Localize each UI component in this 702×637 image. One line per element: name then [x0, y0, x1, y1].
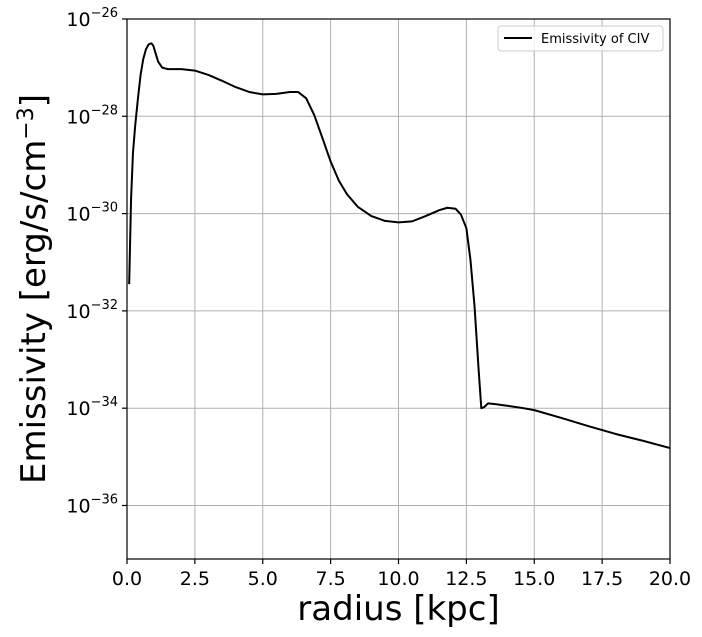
x-tick-label: 2.5: [180, 568, 210, 590]
y-axis-label: Emissivity [erg/s/cm−3]: [14, 94, 55, 484]
x-tick-label: 20.0: [649, 568, 691, 590]
y-tick-label: 10−30: [66, 201, 118, 226]
legend-box: [497, 25, 664, 52]
y-tick-label: 10−32: [66, 298, 118, 323]
legend: Emissivity of CIV: [497, 25, 664, 52]
x-axis-ticks: 0.0 2.5 5.0 7.5 10.0 12.5 15.0 17.5 20.0: [112, 559, 691, 590]
y-axis-ticks: 10−26 10−28 10−30 10−32 10−34 10−36: [66, 6, 127, 517]
y-axis-label-exponent: −3: [14, 107, 39, 139]
x-tick-label: 0.0: [112, 568, 142, 590]
y-tick-label: 10−28: [66, 103, 118, 128]
x-tick-label: 15.0: [513, 568, 555, 590]
grid-lines: [126, 18, 671, 559]
x-tick-label: 7.5: [316, 568, 346, 590]
x-tick-label: 10.0: [377, 568, 419, 590]
legend-label: Emissivity of CIV: [541, 32, 649, 47]
x-axis-label: radius [kpc]: [297, 589, 499, 629]
y-tick-label: 10−26: [66, 6, 118, 31]
series-line: [128, 42, 671, 450]
x-tick-label: 17.5: [581, 568, 623, 590]
x-tick-label: 5.0: [248, 568, 278, 590]
y-tick-label: 10−36: [66, 492, 118, 517]
y-tick-label: 10−34: [66, 395, 118, 420]
y-axis-label-suffix: ]: [14, 94, 54, 107]
series-lines: [128, 42, 671, 450]
x-tick-label: 12.5: [445, 568, 487, 590]
y-axis-label-main: Emissivity [erg/s/cm: [14, 140, 54, 484]
